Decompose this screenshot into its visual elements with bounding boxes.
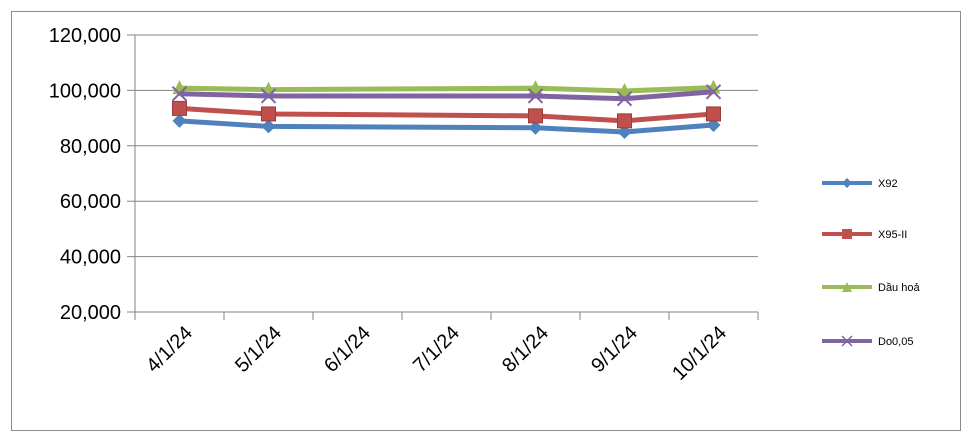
x-tick-label: 6/1/24: [320, 322, 375, 377]
series-1: [172, 100, 721, 129]
legend-label: Dầu hoả: [878, 282, 920, 294]
data-point-x-stroke: [616, 91, 633, 107]
series-line: [179, 105, 714, 124]
data-point-x: [260, 88, 277, 104]
legend: X92 X95-II Dầu hoả Do0,05: [822, 178, 920, 348]
data-point-x: [705, 84, 722, 100]
data-point-x-stroke: [527, 88, 544, 104]
data-point-square: [261, 106, 276, 122]
data-point-diamond: [617, 124, 632, 139]
legend-marker-triangle: [842, 282, 852, 292]
legend-label: X92: [878, 178, 898, 190]
y-tick-label: 40,000: [60, 247, 121, 269]
x-tick-label: 4/1/24: [142, 322, 197, 377]
data-point-diamond: [706, 118, 721, 133]
x-tick-label: 9/1/24: [587, 322, 642, 377]
x-tick-label: 8/1/24: [498, 322, 553, 377]
data-point-square: [528, 108, 543, 124]
series-line: [179, 85, 714, 94]
legend-item: Dầu hoả: [822, 282, 920, 294]
x-axis-tick-labels: 4/1/24 5/1/24 6/1/24 7/1/24 8/1/24 9/1/24 10/1…: [142, 322, 731, 385]
gridlines: [127, 34, 758, 313]
y-tick-label: 60,000: [60, 191, 121, 213]
y-tick-label: 100,000: [49, 80, 121, 102]
data-point-square: [706, 106, 721, 122]
legend-item: X95-II: [822, 229, 907, 241]
data-point-diamond: [172, 113, 187, 128]
data-point-x-stroke: [171, 86, 188, 102]
legend-marker-diamond: [842, 178, 852, 188]
legend-item: X92: [822, 178, 898, 190]
axes: [134, 35, 759, 320]
chart-frame: [11, 11, 961, 431]
data-point-square: [617, 113, 632, 129]
legend-marker-square: [842, 229, 852, 239]
data-point-x: [171, 86, 188, 102]
data-point-square: [172, 100, 187, 116]
y-tick-label: 20,000: [60, 302, 121, 324]
legend-item: Do0,05: [822, 335, 913, 348]
data-point-x-stroke: [260, 88, 277, 104]
data-point-diamond: [261, 119, 276, 134]
x-tick-label: 7/1/24: [409, 322, 464, 377]
data-point-x: [616, 91, 633, 107]
x-tick-label: 5/1/24: [231, 322, 286, 377]
data-point-triangle: [617, 82, 632, 97]
series-lines: [171, 79, 722, 139]
legend-label: Do0,05: [878, 336, 913, 348]
data-point-triangle: [528, 80, 543, 95]
legend-marker-x: [841, 335, 853, 347]
series-0: [172, 113, 721, 139]
data-point-x: [527, 88, 544, 104]
y-axis-tick-labels: 20,000 40,000 60,000 80,000 100,000 120,000: [49, 25, 121, 324]
data-point-x-stroke: [705, 84, 722, 100]
data-point-diamond: [528, 120, 543, 135]
series-3: [171, 84, 722, 107]
y-tick-label: 120,000: [49, 25, 121, 47]
y-tick-label: 80,000: [60, 136, 121, 158]
legend-label: X95-II: [878, 229, 907, 241]
x-tick-label: 10/1/24: [668, 322, 731, 385]
